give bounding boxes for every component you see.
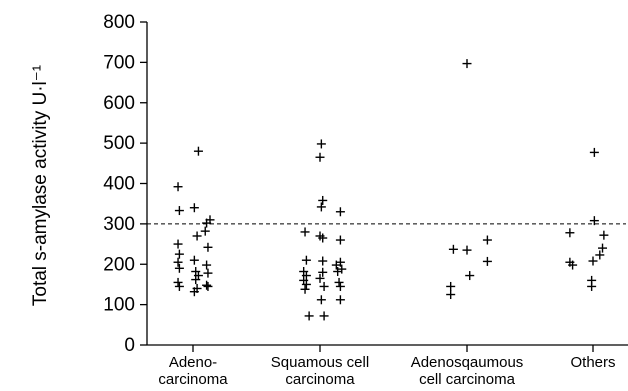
data-point <box>316 202 326 212</box>
data-point <box>318 267 328 277</box>
data-point <box>598 243 608 253</box>
data-point <box>202 260 212 270</box>
y-tick-label: 100 <box>103 295 135 316</box>
data-point <box>335 207 345 217</box>
data-point <box>315 152 325 162</box>
data-point <box>189 255 199 265</box>
data-point <box>462 59 472 69</box>
y-tick-label: 700 <box>103 52 135 73</box>
y-axis-label: Total s-amylase activity U·l⁻¹ <box>30 65 51 306</box>
data-point <box>589 216 599 226</box>
data-point <box>595 250 605 260</box>
data-point <box>335 281 345 291</box>
y-tick-label: 400 <box>103 174 135 195</box>
y-tick-label: 500 <box>103 133 135 154</box>
data-points <box>173 59 609 321</box>
data-point <box>565 228 575 238</box>
data-point <box>331 260 341 270</box>
data-point <box>446 281 456 291</box>
data-point <box>174 281 184 291</box>
x-category-label: Adeno-carcinoma <box>158 354 228 388</box>
x-axis: Adeno-carcinoma Squamous cell carcinoma Ade… <box>147 344 628 388</box>
data-point <box>318 233 328 243</box>
data-point <box>174 206 184 216</box>
data-point <box>301 279 311 289</box>
data-point <box>482 235 492 245</box>
x-category-label: Adenosqaumous cell carcinoma <box>411 354 524 388</box>
data-point <box>337 264 347 274</box>
data-point <box>304 311 314 321</box>
data-point <box>589 147 599 157</box>
x-category-label: Others <box>570 354 615 371</box>
data-point <box>173 277 183 287</box>
data-point <box>334 277 344 287</box>
data-point <box>588 256 598 266</box>
x-category-label: Squamous cell carcinoma <box>271 354 369 388</box>
data-point <box>448 244 458 254</box>
data-point <box>462 245 472 255</box>
data-point <box>203 242 213 252</box>
y-tick-label: 200 <box>103 254 135 275</box>
data-point <box>482 256 492 266</box>
y-tick-label: 800 <box>103 12 135 33</box>
data-point <box>315 273 325 283</box>
data-point <box>189 203 199 213</box>
data-point <box>318 195 328 205</box>
y-tick-label: 0 <box>124 335 135 356</box>
y-axis: 0 100 200 300 400 500 600 700 800 <box>103 12 148 356</box>
data-point <box>335 235 345 245</box>
data-point <box>192 231 202 241</box>
data-point <box>599 230 609 240</box>
data-point <box>203 268 213 278</box>
data-point <box>173 182 183 192</box>
data-point <box>300 284 310 294</box>
y-tick-label: 300 <box>103 214 135 235</box>
data-point <box>301 255 311 265</box>
data-point <box>191 275 201 285</box>
data-point <box>319 311 329 321</box>
data-point <box>587 281 597 291</box>
data-point <box>193 146 203 156</box>
data-point <box>319 281 329 291</box>
data-point <box>202 218 212 228</box>
data-point <box>174 249 184 259</box>
data-point <box>300 227 310 237</box>
data-point <box>173 257 183 267</box>
data-point <box>465 271 475 281</box>
data-point <box>318 256 328 266</box>
data-point <box>174 263 184 273</box>
data-point <box>316 295 326 305</box>
data-point <box>316 139 326 149</box>
data-point <box>333 267 343 277</box>
y-tick-label: 600 <box>103 93 135 114</box>
data-point <box>173 239 183 249</box>
data-point <box>202 280 212 290</box>
data-point <box>189 287 199 297</box>
data-point <box>200 226 210 236</box>
data-point <box>301 271 311 281</box>
data-point <box>446 290 456 300</box>
data-point <box>335 295 345 305</box>
data-point <box>568 260 578 270</box>
data-point <box>203 281 213 291</box>
